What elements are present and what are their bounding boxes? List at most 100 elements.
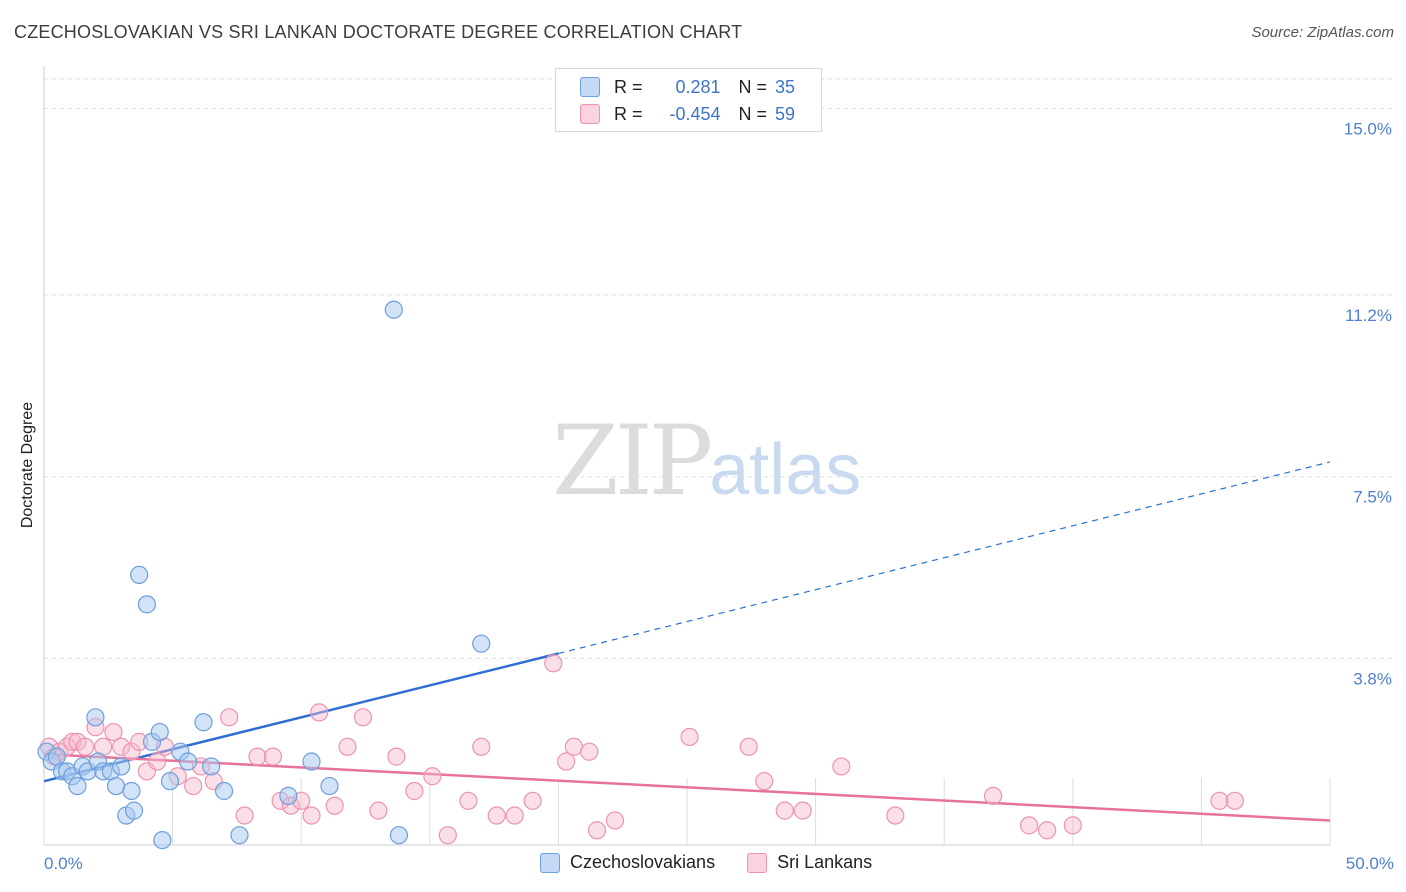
chart-title: CZECHOSLOVAKIAN VS SRI LANKAN DOCTORATE … bbox=[14, 22, 743, 42]
data-point-sri-lankans bbox=[104, 722, 123, 742]
y-tick-label: 15.0% bbox=[1344, 119, 1392, 138]
data-point-sri-lankans bbox=[325, 796, 344, 815]
legend-n-value: 59 bbox=[775, 103, 796, 124]
data-point-czechoslovakians bbox=[112, 757, 131, 776]
data-point-sri-lankans bbox=[523, 791, 542, 810]
czechoslovakians-points bbox=[37, 300, 491, 850]
legend-label-czechoslovakians: Czechoslovakians bbox=[570, 852, 716, 872]
data-point-czechoslovakians bbox=[86, 708, 105, 727]
data-point-sri-lankans bbox=[459, 791, 478, 810]
data-point-czechoslovakians bbox=[122, 781, 141, 801]
data-point-sri-lankans bbox=[310, 703, 329, 722]
data-point-czechoslovakians bbox=[194, 713, 213, 732]
legend-item-sri-lankans[interactable]: Sri Lankans bbox=[747, 852, 872, 873]
source-label: Source: ZipAtlas.com bbox=[1251, 24, 1394, 41]
legend-label-sri-lankans: Sri Lankans bbox=[777, 852, 873, 872]
x-tick-label: 0.0% bbox=[44, 854, 83, 873]
data-point-czechoslovakians bbox=[302, 752, 321, 771]
data-point-czechoslovakians bbox=[320, 776, 339, 796]
data-point-czechoslovakians bbox=[230, 826, 249, 845]
data-point-sri-lankans bbox=[369, 801, 388, 820]
legend-swatch-czechoslovakians bbox=[540, 852, 560, 873]
data-point-sri-lankans bbox=[739, 737, 758, 756]
trend-lines bbox=[43, 461, 1331, 822]
stats-legend: R = 0.281 N = 35 R = -0.454 N = 59 bbox=[555, 68, 822, 132]
sri-lankans-points bbox=[40, 654, 1244, 845]
data-point-sri-lankans bbox=[793, 801, 812, 820]
y-tick-label: 11.2% bbox=[1345, 306, 1392, 325]
data-point-sri-lankans bbox=[112, 737, 131, 756]
data-point-sri-lankans bbox=[755, 772, 774, 791]
data-point-czechoslovakians bbox=[178, 752, 198, 771]
data-point-czechoslovakians bbox=[68, 776, 87, 796]
legend-item-czechoslovakians[interactable]: Czechoslovakians bbox=[540, 852, 715, 873]
y-tick-label: 3.8% bbox=[1353, 669, 1392, 688]
legend-swatch-sri-lankans bbox=[747, 852, 768, 873]
axes bbox=[43, 66, 1331, 846]
data-point-sri-lankans bbox=[505, 806, 524, 825]
y-axis-label-wrap: Doctorate Degree bbox=[16, 300, 40, 630]
data-point-czechoslovakians bbox=[137, 595, 156, 614]
data-point-czechoslovakians bbox=[389, 826, 409, 845]
data-point-sri-lankans bbox=[487, 806, 506, 825]
data-point-sri-lankans bbox=[405, 781, 424, 801]
legend-r-label: R = bbox=[614, 103, 643, 124]
data-point-sri-lankans bbox=[832, 757, 851, 776]
legend-r-label: R = bbox=[614, 76, 643, 97]
legend-r-value: 0.281 bbox=[675, 76, 721, 97]
data-point-czechoslovakians bbox=[160, 772, 180, 791]
data-point-sri-lankans bbox=[587, 821, 607, 840]
data-point-sri-lankans bbox=[886, 806, 905, 825]
legend-n-value: 35 bbox=[775, 76, 796, 97]
data-point-sri-lankans bbox=[472, 737, 491, 756]
data-point-sri-lankans bbox=[544, 654, 563, 673]
data-point-sri-lankans bbox=[122, 742, 141, 761]
tick-labels: 3.8% 7.5% 11.2% 15.0% 0.0% 50.0% bbox=[44, 119, 1394, 873]
data-point-sri-lankans bbox=[184, 776, 203, 796]
data-point-czechoslovakians bbox=[214, 781, 234, 801]
data-point-sri-lankans bbox=[1019, 816, 1039, 835]
data-point-sri-lankans bbox=[775, 801, 794, 820]
data-point-czechoslovakians bbox=[150, 722, 169, 742]
data-point-sri-lankans bbox=[353, 708, 373, 727]
data-point-czechoslovakians bbox=[106, 776, 126, 796]
data-point-sri-lankans bbox=[302, 806, 321, 825]
data-point-czechoslovakians bbox=[202, 757, 221, 776]
data-point-sri-lankans bbox=[235, 806, 254, 825]
legend-n-label: N = bbox=[738, 76, 768, 97]
data-point-sri-lankans bbox=[580, 742, 599, 761]
data-point-sri-lankans bbox=[1225, 791, 1244, 810]
legend-row-sri: R = -0.454 N = 59 bbox=[580, 102, 795, 126]
watermark: ZIPatlas bbox=[552, 405, 861, 517]
data-point-sri-lankans bbox=[680, 727, 699, 747]
series-legend: Czechoslovakians Sri Lankans bbox=[540, 852, 904, 873]
data-point-sri-lankans bbox=[438, 826, 457, 845]
data-point-sri-lankans bbox=[220, 708, 239, 727]
trend-line-czechoslovakians-projection bbox=[558, 461, 1331, 655]
legend-swatch-czech bbox=[580, 77, 600, 97]
data-point-sri-lankans bbox=[148, 752, 167, 771]
legend-swatch-sri bbox=[580, 104, 600, 124]
legend-r-value: -0.454 bbox=[669, 103, 721, 124]
data-point-sri-lankans bbox=[263, 747, 283, 766]
data-point-sri-lankans bbox=[1037, 821, 1057, 840]
grid bbox=[44, 78, 1392, 659]
legend-row-czech: R = 0.281 N = 35 bbox=[580, 75, 795, 99]
watermark-zip: ZIP bbox=[552, 405, 713, 517]
data-point-czechoslovakians bbox=[124, 801, 144, 820]
data-point-sri-lankans bbox=[1063, 816, 1082, 835]
y-tick-label: 7.5% bbox=[1353, 488, 1392, 507]
data-point-sri-lankans bbox=[605, 811, 625, 830]
legend-n-label: N = bbox=[738, 103, 768, 124]
data-point-czechoslovakians bbox=[153, 830, 172, 850]
data-point-sri-lankans bbox=[248, 747, 267, 766]
y-axis-label: Doctorate Degree bbox=[19, 401, 36, 529]
data-point-czechoslovakians bbox=[472, 634, 491, 653]
data-point-sri-lankans bbox=[564, 737, 583, 756]
data-point-czechoslovakians bbox=[279, 786, 298, 805]
data-point-czechoslovakians bbox=[130, 565, 149, 585]
data-point-sri-lankans bbox=[423, 767, 442, 786]
data-point-czechoslovakians bbox=[384, 300, 403, 319]
data-point-sri-lankans bbox=[557, 752, 576, 771]
